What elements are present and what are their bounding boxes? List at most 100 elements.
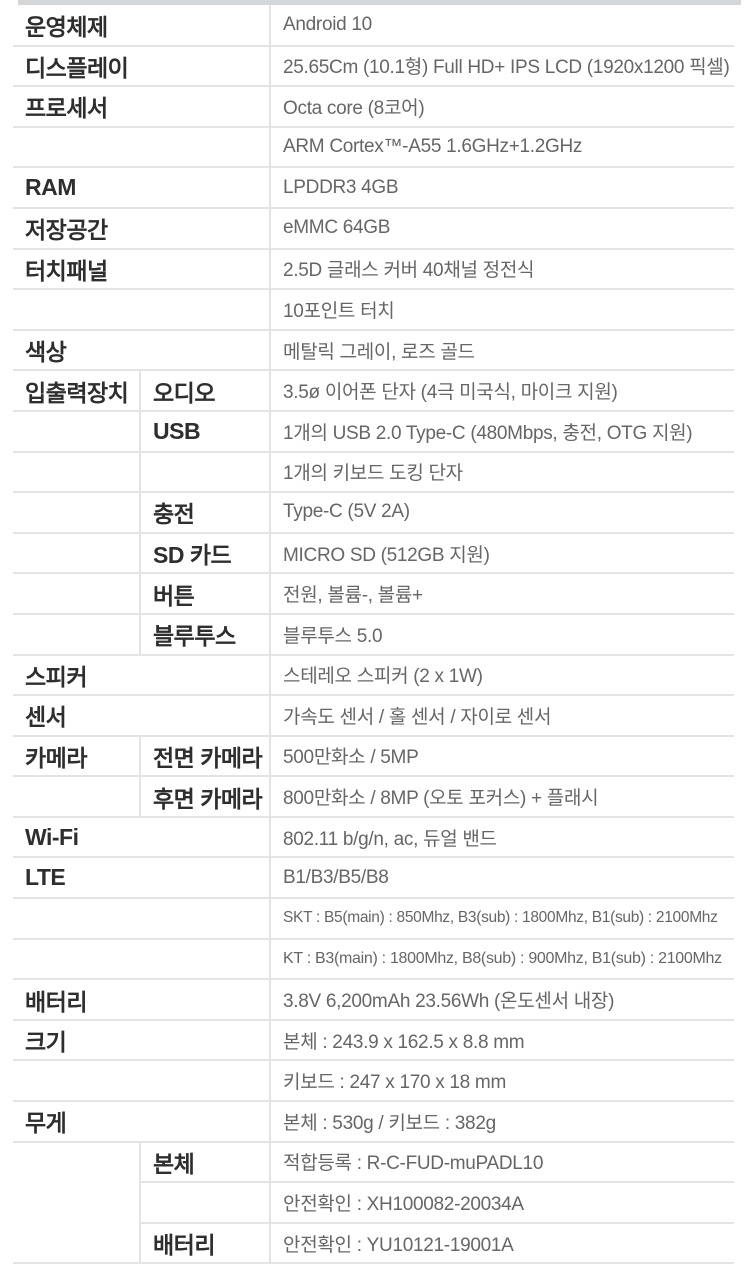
spec-category-cell: 입출력장치 <box>13 370 141 412</box>
spec-value-cell: 3.8V 6,200mAh 23.56Wh (온도센서 내장) <box>270 979 735 1021</box>
spec-category-cell: RAM <box>13 167 272 209</box>
table-row: 디스플레이 25.65Cm (10.1형) Full HD+ IPS LCD (1… <box>13 45 735 88</box>
spec-subcategory-cell: 본체 <box>140 1141 272 1184</box>
table-row: SKT : B5(main) : 850Mhz, B3(sub) : 1800M… <box>13 898 735 940</box>
spec-subcategory-cell <box>140 451 272 494</box>
spec-category-cell: 운영체제 <box>13 5 272 47</box>
spec-value-cell: 키보드 : 247 x 170 x 18 mm <box>270 1060 735 1103</box>
spec-table: 운영체제 Android 10 디스플레이 25.65Cm (10.1형) Full … <box>13 5 735 1265</box>
table-row: 배터리 3.8V 6,200mAh 23.56Wh (온도센서 내장) <box>13 979 735 1021</box>
spec-value-cell: Type-C (5V 2A) <box>270 492 735 534</box>
spec-value-cell: 802.11 b/g/n, ac, 듀얼 밴드 <box>270 816 735 859</box>
spec-category-cell: 배터리 <box>13 979 272 1021</box>
spec-category-cell <box>13 1141 141 1265</box>
table-row: 10포인트 터치 <box>13 289 735 331</box>
spec-value-cell: 본체 : 530g / 키보드 : 382g <box>270 1101 735 1143</box>
table-row: 스피커 스테레오 스피커 (2 x 1W) <box>13 654 735 697</box>
table-row: 후면 카메라 800만화소 / 8MP (오토 포커스) + 플래시 <box>13 776 735 818</box>
spec-value-cell: 본체 : 243.9 x 162.5 x 8.8 mm <box>270 1019 735 1062</box>
spec-value-cell: LPDDR3 4GB <box>270 167 735 209</box>
table-row: 프로세서 Octa core (8코어) <box>13 86 735 128</box>
table-row: ARM Cortex™-A55 1.6GHz+1.2GHz <box>13 126 735 169</box>
spec-category-cell: 크기 <box>13 1019 272 1062</box>
spec-value-cell: 전원, 볼륨-, 볼륨+ <box>270 573 735 615</box>
spec-category-cell <box>13 289 272 331</box>
spec-table-body: 운영체제 Android 10 디스플레이 25.65Cm (10.1형) Full … <box>13 5 735 1265</box>
spec-subcategory-cell: 배터리 <box>140 1222 272 1265</box>
spec-value-cell: 안전확인 : XH100082-20034A <box>270 1182 735 1224</box>
spec-category-cell <box>13 573 141 615</box>
table-row: SD 카드 MICRO SD (512GB 지원) <box>13 532 735 575</box>
spec-category-cell <box>13 898 272 940</box>
spec-value-cell: 1개의 키보드 도킹 단자 <box>270 451 735 494</box>
table-row: 1개의 키보드 도킹 단자 <box>13 451 735 494</box>
table-row: 카메라 전면 카메라 500만화소 / 5MP <box>13 735 735 778</box>
spec-category-cell <box>13 776 141 818</box>
spec-category-cell: 디스플레이 <box>13 45 272 88</box>
table-row: 배터리 안전확인 : YU10121-19001A <box>13 1222 735 1265</box>
spec-category-cell <box>13 492 141 534</box>
table-row: 블루투스 블루투스 5.0 <box>13 613 735 656</box>
spec-subcategory-cell: 충전 <box>140 492 272 534</box>
spec-subcategory-cell: 전면 카메라 <box>140 735 272 778</box>
spec-value-cell: 안전확인 : YU10121-19001A <box>270 1222 735 1265</box>
spec-category-cell: 프로세서 <box>13 86 272 128</box>
spec-category-cell: 저장공간 <box>13 207 272 250</box>
spec-value-cell: SKT : B5(main) : 850Mhz, B3(sub) : 1800M… <box>270 898 735 940</box>
table-row: 터치패널 2.5D 글래스 커버 40채널 정전식 <box>13 248 735 291</box>
spec-category-cell: 터치패널 <box>13 248 272 291</box>
table-row: 안전확인 : XH100082-20034A <box>13 1182 735 1224</box>
spec-value-cell: 가속도 센서 / 홀 센서 / 자이로 센서 <box>270 695 735 737</box>
spec-value-cell: ARM Cortex™-A55 1.6GHz+1.2GHz <box>270 126 735 169</box>
spec-value-cell: Octa core (8코어) <box>270 86 735 128</box>
spec-subcategory-cell: SD 카드 <box>140 532 272 575</box>
table-row: 크기 본체 : 243.9 x 162.5 x 8.8 mm <box>13 1019 735 1062</box>
spec-category-cell: 카메라 <box>13 735 141 778</box>
spec-value-cell: MICRO SD (512GB 지원) <box>270 532 735 575</box>
spec-category-cell <box>13 613 141 656</box>
spec-subcategory-cell <box>140 1182 272 1224</box>
spec-category-cell <box>13 938 272 981</box>
table-top-border <box>18 0 741 5</box>
spec-subcategory-cell: 블루투스 <box>140 613 272 656</box>
spec-subcategory-cell: 후면 카메라 <box>140 776 272 818</box>
table-row: 버튼 전원, 볼륨-, 볼륨+ <box>13 573 735 615</box>
spec-value-cell: B1/B3/B5/B8 <box>270 857 735 900</box>
spec-value-cell: 블루투스 5.0 <box>270 613 735 656</box>
table-row: 키보드 : 247 x 170 x 18 mm <box>13 1060 735 1103</box>
spec-value-cell: Android 10 <box>270 5 735 47</box>
spec-value-cell: eMMC 64GB <box>270 207 735 250</box>
spec-category-cell: LTE <box>13 857 272 900</box>
table-row: USB 1개의 USB 2.0 Type-C (480Mbps, 충전, OTG … <box>13 410 735 453</box>
spec-category-cell <box>13 410 141 453</box>
table-row: 무게 본체 : 530g / 키보드 : 382g <box>13 1101 735 1143</box>
spec-category-cell <box>13 532 141 575</box>
spec-category-cell: 센서 <box>13 695 272 737</box>
spec-subcategory-cell: 버튼 <box>140 573 272 615</box>
table-row: 운영체제 Android 10 <box>13 5 735 47</box>
table-row: 충전 Type-C (5V 2A) <box>13 492 735 534</box>
table-row: RAM LPDDR3 4GB <box>13 167 735 209</box>
spec-category-cell: 무게 <box>13 1101 272 1143</box>
spec-value-cell: 스테레오 스피커 (2 x 1W) <box>270 654 735 697</box>
table-row: 본체 적합등록 : R-C-FUD-muPADL10 <box>13 1141 735 1265</box>
spec-value-cell: 3.5ø 이어폰 단자 (4극 미국식, 마이크 지원) <box>270 370 735 412</box>
spec-value-cell: 메탈릭 그레이, 로즈 골드 <box>270 329 735 372</box>
spec-subcategory-cell: 오디오 <box>140 370 272 412</box>
table-row: 저장공간 eMMC 64GB <box>13 207 735 250</box>
spec-value-cell: 적합등록 : R-C-FUD-muPADL10 <box>270 1141 735 1184</box>
table-row: 입출력장치 오디오 3.5ø 이어폰 단자 (4극 미국식, 마이크 지원) <box>13 370 735 412</box>
spec-category-cell <box>13 126 272 169</box>
spec-category-cell: Wi-Fi <box>13 816 272 859</box>
spec-value-cell: 10포인트 터치 <box>270 289 735 331</box>
table-row: Wi-Fi 802.11 b/g/n, ac, 듀얼 밴드 <box>13 816 735 859</box>
table-row: LTE B1/B3/B5/B8 <box>13 857 735 900</box>
table-row: 색상 메탈릭 그레이, 로즈 골드 <box>13 329 735 372</box>
spec-category-cell <box>13 1060 272 1103</box>
spec-value-cell: 25.65Cm (10.1형) Full HD+ IPS LCD (1920x1… <box>270 45 735 88</box>
spec-category-cell: 색상 <box>13 329 272 372</box>
spec-value-cell: 500만화소 / 5MP <box>270 735 735 778</box>
spec-category-cell: 스피커 <box>13 654 272 697</box>
table-row: 센서 가속도 센서 / 홀 센서 / 자이로 센서 <box>13 695 735 737</box>
